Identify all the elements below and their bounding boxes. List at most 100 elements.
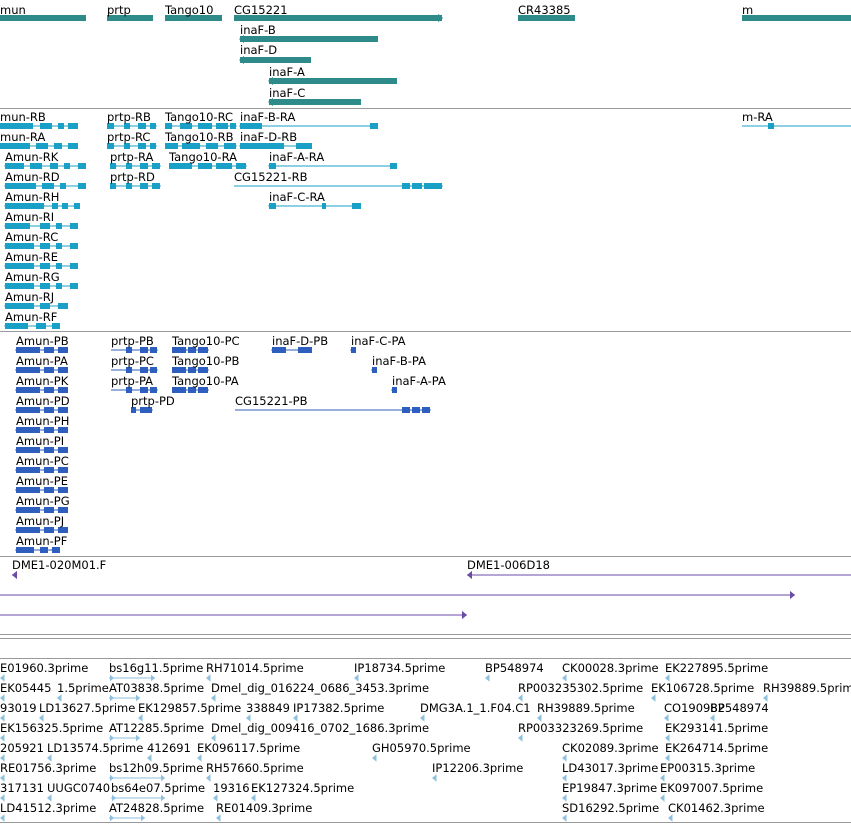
gene-bar[interactable] [269,99,361,105]
transcript-block[interactable] [70,263,78,269]
transcript-block[interactable] [269,203,276,209]
transcript-block[interactable] [56,283,62,289]
transcript-block[interactable] [56,223,62,229]
strand-arrow-icon[interactable] [372,754,377,762]
strand-arrow-icon[interactable] [665,674,670,682]
strand-arrow-icon[interactable] [193,387,198,393]
strand-arrow-icon[interactable] [59,183,63,189]
protein-block[interactable] [298,347,312,353]
strand-arrow-icon[interactable] [129,163,134,169]
strand-arrow-icon[interactable] [297,347,301,353]
strand-arrow-icon[interactable] [57,347,61,353]
strand-arrow-icon[interactable] [15,347,19,353]
strand-arrow-icon[interactable] [4,323,8,329]
protein-block[interactable] [140,347,148,353]
strand-arrow-icon[interactable] [518,694,523,702]
transcript-block[interactable] [70,223,78,229]
gene-bar[interactable] [742,15,851,21]
transcript-block[interactable] [224,143,236,149]
transcript-block[interactable] [138,123,146,129]
strand-arrow-icon[interactable] [12,570,17,580]
strand-arrow-icon[interactable] [660,774,665,782]
strand-arrow-icon[interactable] [239,55,244,65]
gene-bar[interactable] [234,15,442,21]
protein-block[interactable] [150,387,157,393]
strand-arrow-icon[interactable] [15,467,19,473]
strand-arrow-icon[interactable] [438,13,443,23]
strand-arrow-icon[interactable] [15,407,19,413]
strand-arrow-icon[interactable] [127,143,132,149]
transcript-block[interactable] [5,283,34,289]
strand-arrow-icon[interactable] [151,674,155,682]
transcript-block[interactable] [165,143,178,149]
strand-arrow-icon[interactable] [55,283,59,289]
protein-block[interactable] [126,347,132,353]
strand-arrow-icon[interactable] [77,183,81,189]
transcript-block[interactable] [54,143,62,149]
transcript-block[interactable] [56,263,62,269]
protein-block[interactable] [58,467,68,473]
strand-arrow-icon[interactable] [41,183,45,189]
protein-block[interactable] [44,407,54,413]
protein-block[interactable] [188,347,196,353]
transcript-block[interactable] [216,123,228,129]
strand-arrow-icon[interactable] [39,283,43,289]
strand-arrow-icon[interactable] [0,734,5,742]
strand-arrow-icon[interactable] [15,387,19,393]
strand-arrow-icon[interactable] [129,387,134,393]
strand-arrow-icon[interactable] [133,407,138,413]
transcript-block[interactable] [140,163,148,169]
strand-arrow-icon[interactable] [0,794,5,802]
strand-arrow-icon[interactable] [67,143,71,149]
strand-arrow-icon[interactable] [15,507,19,513]
strand-arrow-icon[interactable] [61,203,65,209]
strand-arrow-icon[interactable] [43,507,47,513]
strand-arrow-icon[interactable] [55,263,59,269]
protein-block[interactable] [58,487,68,493]
strand-arrow-icon[interactable] [129,183,134,189]
transcript-block[interactable] [296,143,312,149]
protein-block[interactable] [412,407,420,413]
strand-arrow-icon[interactable] [246,714,251,722]
transcript-block[interactable] [182,143,200,149]
strand-arrow-icon[interactable] [427,407,432,413]
strand-arrow-icon[interactable] [4,163,8,169]
protein-block[interactable] [172,367,186,373]
strand-arrow-icon[interactable] [183,347,188,353]
transcript-block[interactable] [138,143,146,149]
strand-arrow-icon[interactable] [239,143,243,149]
protein-block[interactable] [172,347,186,353]
protein-block[interactable] [140,387,148,393]
protein-block[interactable] [16,507,40,513]
strand-arrow-icon[interactable] [154,387,159,393]
strand-arrow-icon[interactable] [57,527,61,533]
protein-block[interactable] [16,547,34,553]
strand-arrow-icon[interactable] [57,487,61,493]
transcript-block[interactable] [240,123,262,129]
strand-arrow-icon[interactable] [0,814,5,822]
transcript-block[interactable] [78,163,86,169]
protein-block[interactable] [422,407,430,413]
protein-block[interactable] [58,367,68,373]
strand-arrow-icon[interactable] [268,163,272,169]
transcript-block[interactable] [216,163,232,169]
strand-arrow-icon[interactable] [136,694,140,702]
strand-arrow-icon[interactable] [0,143,3,149]
strand-arrow-icon[interactable] [293,714,298,722]
strand-arrow-icon[interactable] [143,143,148,149]
strand-arrow-icon[interactable] [439,183,444,189]
transcript-block[interactable] [126,163,132,169]
transcript-block[interactable] [52,323,60,329]
strand-arrow-icon[interactable] [183,387,188,393]
strand-arrow-icon[interactable] [43,407,47,413]
strand-arrow-icon[interactable] [321,203,325,209]
strand-arrow-icon[interactable] [183,367,188,373]
strand-arrow-icon[interactable] [211,694,216,702]
strand-arrow-icon[interactable] [211,734,216,742]
protein-block[interactable] [52,547,60,553]
strand-arrow-icon[interactable] [15,527,19,533]
transcript-block[interactable] [124,123,130,129]
strand-arrow-icon[interactable] [53,143,57,149]
strand-arrow-icon[interactable] [4,303,8,309]
strand-arrow-icon[interactable] [562,794,567,802]
